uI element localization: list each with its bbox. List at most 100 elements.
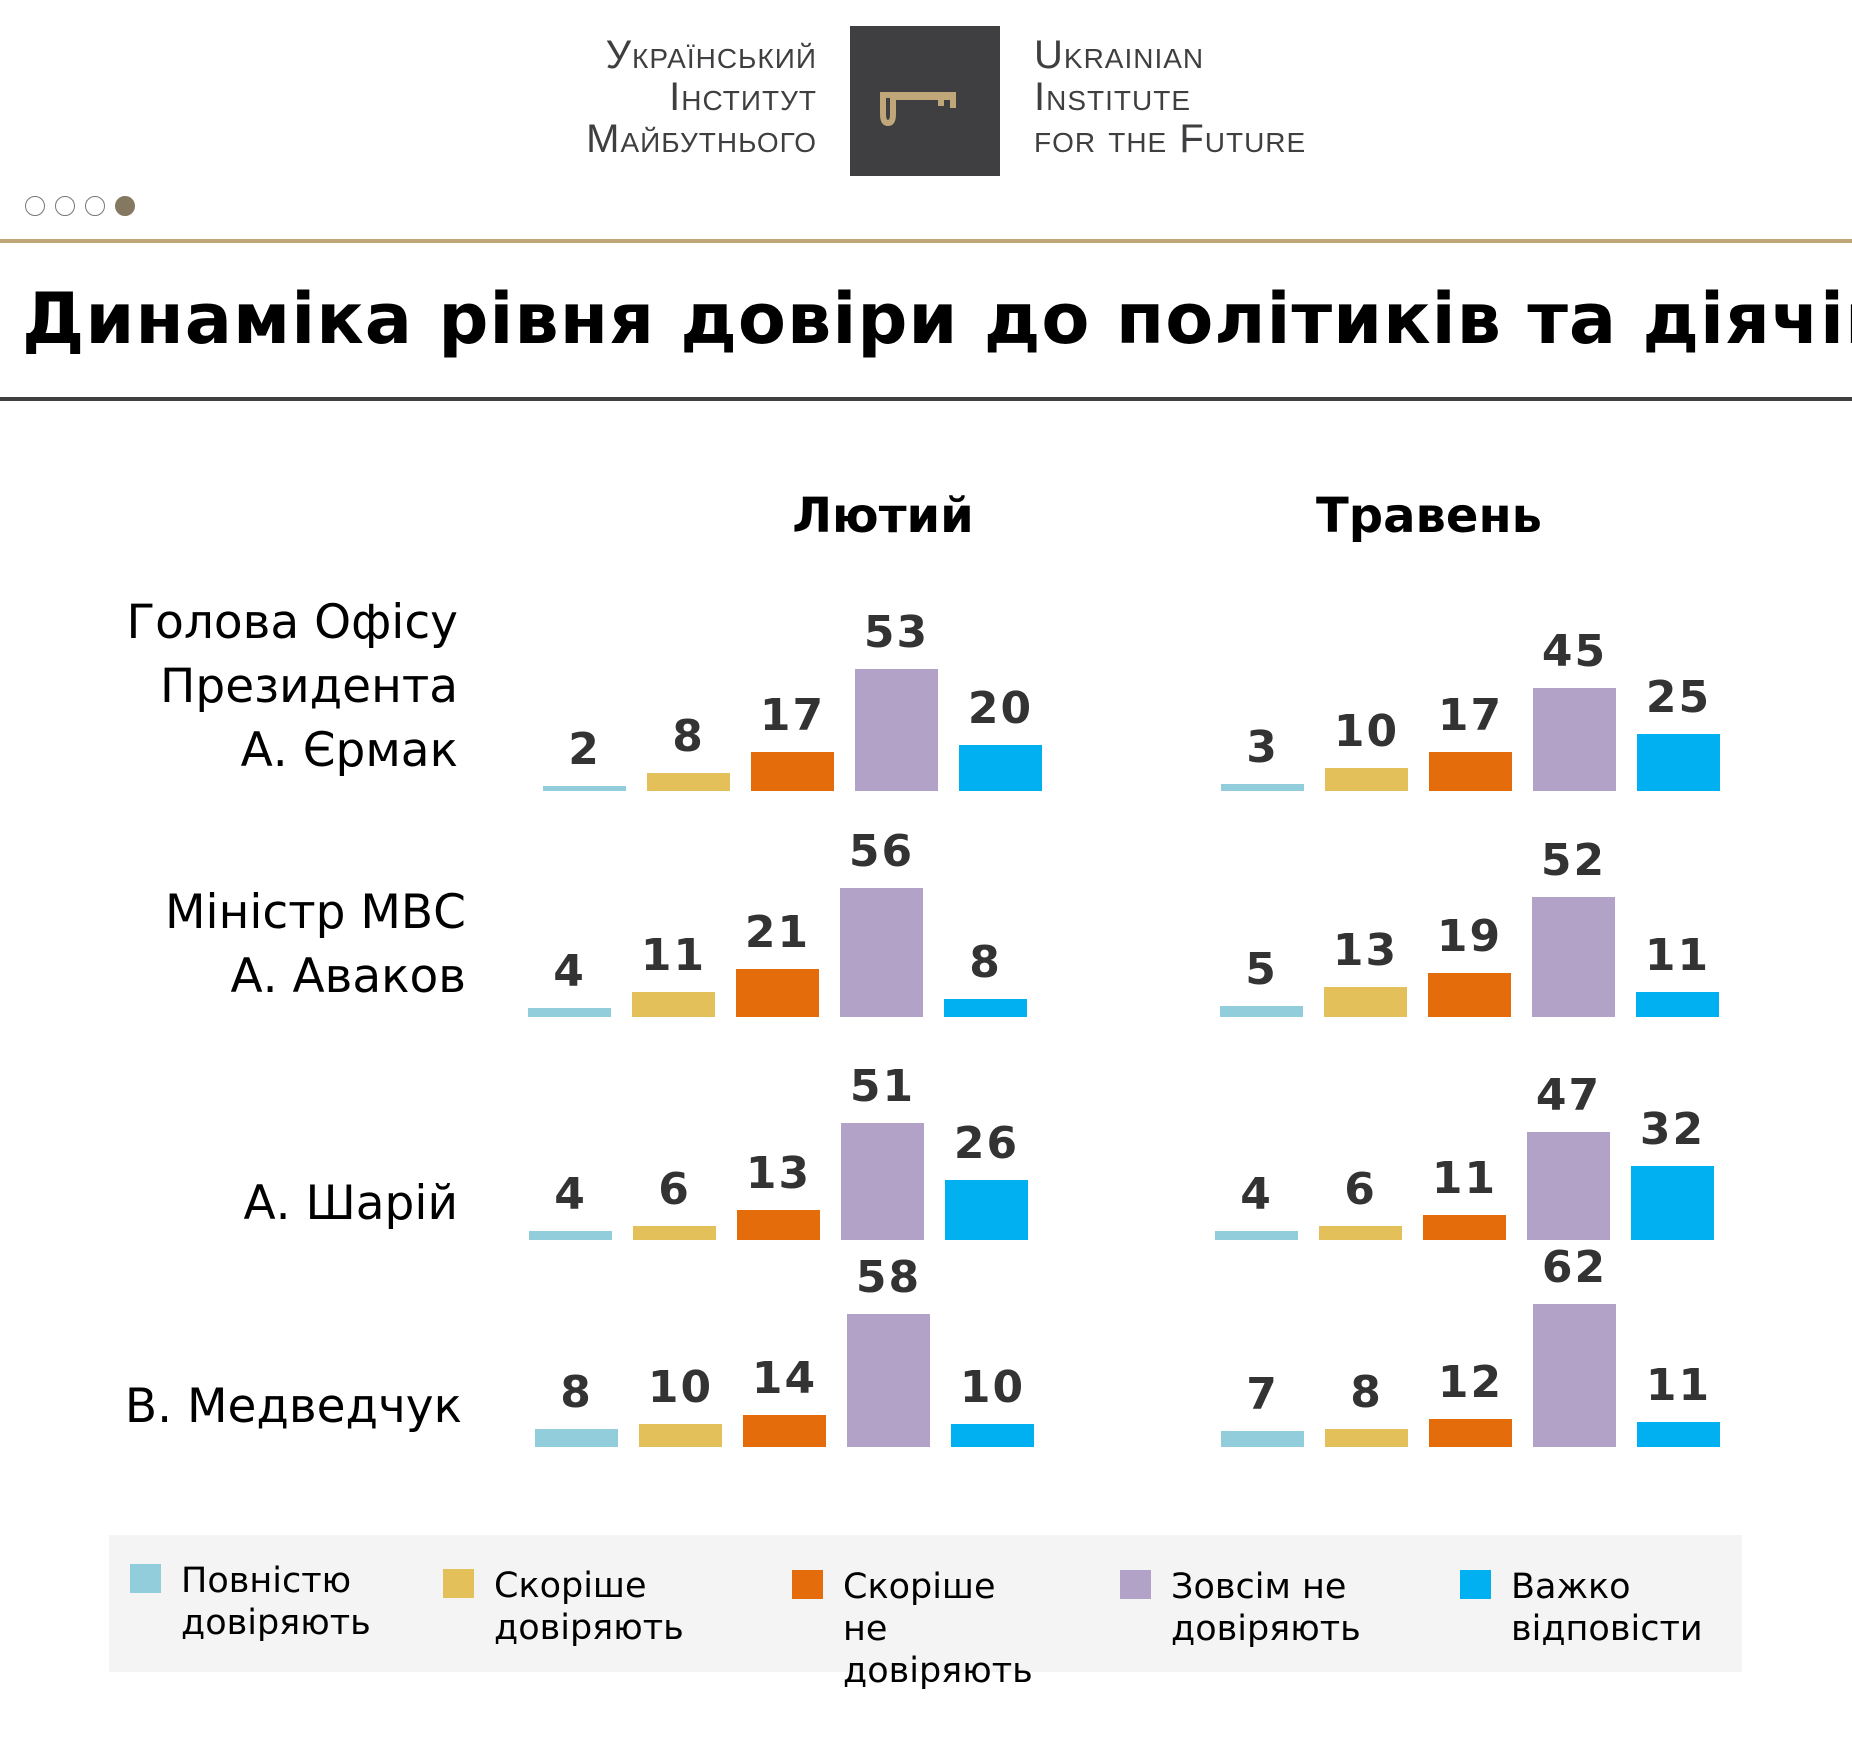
data-label: 10 [959,1362,1026,1413]
bar [1319,1226,1402,1240]
legend-item: Скоріше довіряють [443,1565,684,1649]
period-header-may: Травень [1316,488,1542,544]
bar [535,1428,618,1447]
data-label: 32 [1639,1104,1706,1156]
legend-swatch [443,1569,474,1598]
logo-line: Інститут [669,75,817,119]
bar [1631,1166,1714,1240]
data-label: 2 [568,724,601,776]
bar [1325,1428,1408,1447]
data-label: 4 [553,945,586,997]
bar [1636,991,1719,1017]
pagination-dot[interactable] [55,196,75,216]
data-label: 13 [1332,925,1399,977]
data-label: 14 [751,1352,818,1404]
data-label: 25 [1645,671,1712,723]
bar [528,1007,611,1017]
bar [1429,751,1512,791]
pagination-dot-active[interactable] [115,196,135,216]
data-label: 12 [1437,1357,1504,1409]
bar [1532,897,1615,1017]
bar [840,888,923,1017]
bar [1533,1304,1616,1447]
legend: Повністю довіряють Скоріше довіряють Ско… [109,1535,1742,1691]
bar [647,772,730,791]
data-label: 11 [1431,1152,1498,1204]
data-label: 62 [1541,1242,1608,1294]
data-label: 21 [744,906,811,958]
legend-swatch [130,1564,161,1593]
data-label: 20 [967,683,1034,734]
bar [945,1180,1028,1240]
row-label: В. Медведчук [125,1375,462,1439]
logo-key-icon [850,26,1000,176]
row-label-line: Міністр МВС [164,885,466,940]
row-label-line: А. Шарій [243,1176,458,1231]
logo-line: Майбутнього [586,117,817,161]
row-label-line: Президента [160,659,458,714]
page-title: Динаміка рівня довіри до політиків та ді… [22,278,1852,360]
pagination-dot[interactable] [85,196,105,216]
data-label: 52 [1540,835,1607,887]
logo-line: for the Future [1034,117,1307,161]
legend-item: Повністю довіряють [130,1560,371,1644]
bar [1221,784,1304,791]
bar [639,1424,722,1447]
bar [1221,1430,1304,1447]
legend-item: Зовсім не довіряють [1120,1566,1361,1650]
legend-label: Повністю довіряють [181,1561,371,1643]
row-label-line: Голова Офісу [126,595,458,650]
data-label: 53 [863,607,930,659]
bar [1325,768,1408,791]
bar [1637,1421,1720,1447]
legend-label: Скоріше довіряють [494,1566,684,1648]
data-label: 10 [647,1362,714,1413]
bar [1428,973,1511,1017]
data-label: 10 [1333,706,1400,757]
bar [743,1414,826,1447]
logo-english-text: Ukrainian Institute for the Future [1034,34,1306,160]
period-header-february: Лютий [792,488,974,544]
legend-label: Скоріше не довіряють [843,1567,1033,1691]
data-label: 7 [1246,1368,1279,1420]
bar [632,991,715,1017]
data-label: 3 [1246,722,1279,774]
data-label: 8 [560,1366,593,1418]
data-label: 11 [640,929,707,981]
bar [1533,687,1616,791]
bar [633,1226,716,1240]
bar [737,1210,820,1240]
legend-swatch [1460,1570,1491,1599]
data-label: 8 [969,936,1002,988]
bar [959,745,1042,791]
data-label: 11 [1645,1359,1712,1411]
bar [1423,1214,1506,1240]
row-label: Голова Офісу Президента А. Єрмак [126,591,458,783]
data-label: 13 [745,1148,812,1200]
data-label: 5 [1245,943,1278,995]
row-label-line: А. Єрмак [240,723,458,778]
data-label: 4 [1240,1168,1273,1220]
bar [751,751,834,791]
data-label: 56 [848,826,915,878]
logo-line: Institute [1034,75,1191,119]
data-label: 6 [658,1164,691,1216]
data-label: 51 [849,1060,916,1112]
title-divider [0,397,1852,401]
legend-label: Зовсім не довіряють [1171,1567,1361,1649]
bar [1429,1419,1512,1447]
pagination-dot[interactable] [25,196,45,216]
row-label: А. Шарій [243,1172,458,1236]
data-label: 11 [1644,929,1711,981]
bar [1324,987,1407,1017]
data-label: 6 [1344,1164,1377,1216]
bar [1215,1230,1298,1240]
bar [841,1122,924,1240]
legend-item: Скоріше не довіряють [792,1566,1043,1692]
bar [951,1424,1034,1447]
bar [855,669,938,791]
slide-pagination [25,196,135,216]
data-label: 17 [1437,689,1504,741]
logo-ukrainian-text: Український Інститут Майбутнього [586,34,817,160]
bar [543,786,626,791]
